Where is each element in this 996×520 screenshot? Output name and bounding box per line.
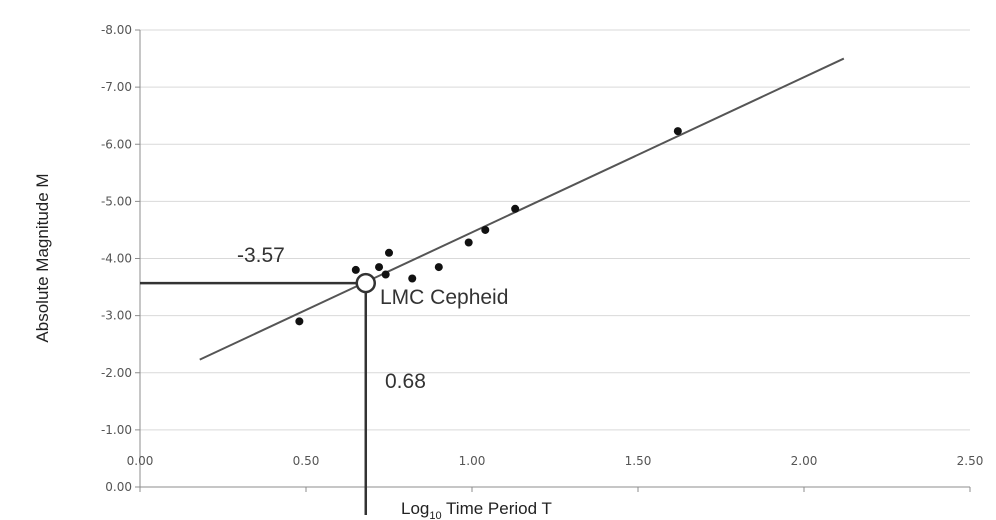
data-point — [408, 274, 417, 283]
y-tick-label: 0.00 — [105, 480, 132, 494]
data-points — [295, 127, 682, 326]
data-point — [381, 270, 390, 279]
data-point — [511, 204, 520, 213]
axes — [135, 29, 971, 492]
y-tick-label: -8.00 — [101, 23, 132, 37]
y-tick-label: -2.00 — [101, 366, 132, 380]
grid-lines — [140, 29, 970, 431]
data-point — [295, 317, 304, 326]
x-tick-label: 0.50 — [293, 454, 320, 468]
x-axis-title: Log10 Time Period T — [401, 499, 552, 520]
data-point — [464, 238, 473, 247]
highlight-marker — [355, 272, 377, 294]
x-axis-title-subscript: 10 — [429, 510, 441, 520]
data-point — [385, 248, 393, 257]
highlight-label: LMC Cepheid — [380, 286, 508, 309]
y-tick-label: -5.00 — [101, 194, 132, 208]
y-tick-label: -6.00 — [101, 137, 132, 151]
tick-labels: 0.00 -1.00 -2.00 -3.00 -4.00 -5.00 -6.00 -7.00 -… — [101, 23, 983, 494]
x-axis-title-main: Log — [401, 499, 429, 518]
data-point — [481, 225, 490, 234]
data-point — [351, 265, 360, 274]
x-axis-title-rest: Time Period T — [442, 499, 552, 518]
highlight-layer — [140, 272, 377, 515]
data-point — [673, 127, 682, 136]
y-tick-label: -3.00 — [101, 309, 132, 323]
trendline-layer — [199, 57, 845, 361]
x-tick-label: 2.00 — [791, 454, 818, 468]
trendline — [199, 57, 845, 361]
x-tick-label: 2.50 — [957, 454, 984, 468]
y-axis-title: Absolute Magnitude M — [33, 173, 52, 342]
y-tick-label: -1.00 — [101, 423, 132, 437]
x-tick-label: 0.00 — [127, 454, 154, 468]
x-value-annotation: 0.68 — [385, 370, 426, 393]
data-point — [434, 263, 443, 272]
y-tick-label: -4.00 — [101, 252, 132, 266]
x-tick-label: 1.00 — [459, 454, 486, 468]
y-value-annotation: -3.57 — [237, 244, 285, 267]
data-point — [375, 263, 384, 272]
y-tick-label: -7.00 — [101, 80, 132, 94]
x-tick-label: 1.50 — [625, 454, 652, 468]
